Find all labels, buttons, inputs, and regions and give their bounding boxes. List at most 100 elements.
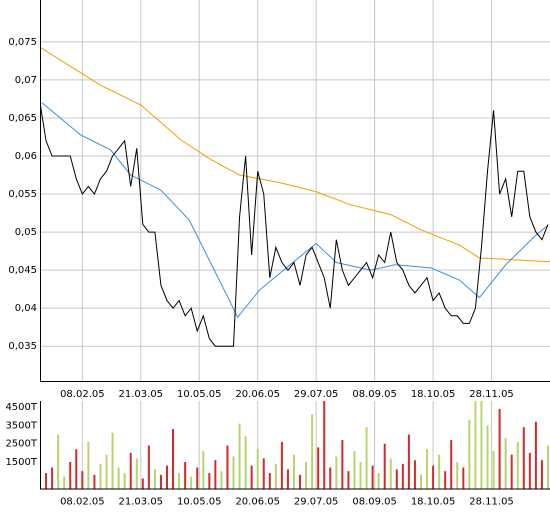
x-tick-label: 08.02.05 (60, 497, 105, 508)
volume-bar (444, 471, 447, 490)
volume-bar (220, 471, 223, 490)
x-tick-label: 20.06.05 (235, 389, 280, 400)
volume-bar (256, 449, 259, 490)
volume-bar (395, 469, 398, 490)
series-line (40, 46, 550, 263)
volume-bar (280, 441, 283, 490)
volume-bar (522, 427, 525, 490)
volume-bar (299, 474, 302, 490)
volume-bar (93, 474, 96, 490)
volume-bar (347, 471, 350, 490)
y-tick-label: 0,075 (8, 37, 37, 48)
y-tick-label: 0,05 (15, 227, 37, 238)
plot-area (40, 401, 549, 490)
x-tick-label: 18.10.05 (411, 497, 456, 508)
volume-bar (105, 454, 108, 490)
volume-bar (528, 452, 531, 490)
y-tick-label: 0,06 (15, 151, 37, 162)
volume-bar (341, 440, 344, 490)
volume-bar (238, 423, 241, 490)
volume-bar (292, 454, 295, 490)
volume-bar (401, 463, 404, 490)
volume-bar (516, 441, 519, 490)
x-tick-label: 08.09.05 (352, 497, 397, 508)
volume-bar (190, 476, 193, 490)
x-tick-label: 28.11.05 (469, 389, 514, 400)
volume-bar (353, 451, 356, 490)
volume-bar (504, 438, 507, 490)
volume-bar (111, 432, 114, 490)
x-tick-label: 21.03.05 (119, 389, 164, 400)
volume-bar (480, 401, 483, 490)
volume-bar (99, 463, 102, 490)
x-tick-label: 29.07.05 (294, 389, 339, 400)
volume-bar (178, 473, 181, 490)
volume-bar (359, 462, 362, 490)
x-tick-label: 20.06.05 (235, 497, 280, 508)
volume-bar (165, 465, 168, 490)
volume-bar (184, 462, 187, 490)
volume-bar (135, 458, 138, 490)
volume-bar (81, 471, 84, 490)
volume-bar (371, 465, 374, 490)
y-tick-label: 0,04 (15, 303, 37, 314)
volume-bar (129, 452, 132, 490)
y-tick-label: 3500T (5, 420, 37, 431)
volume-bar (45, 473, 48, 490)
volume-bar (546, 445, 549, 490)
volume-bar (244, 436, 247, 490)
volume-bar (268, 473, 271, 490)
volume-bar (232, 456, 235, 490)
volume-bar (57, 434, 60, 490)
volume-bar (262, 458, 265, 490)
volume-bar (51, 467, 54, 490)
volume-bar (486, 425, 489, 490)
volume-bar (286, 469, 289, 490)
x-tick-label: 08.02.05 (60, 389, 105, 400)
volume-bar (389, 458, 392, 490)
volume-bar (250, 465, 253, 490)
volume-bar (432, 465, 435, 490)
volume-bar (413, 460, 416, 490)
y-tick-label: 0,07 (15, 75, 37, 86)
volume-bar (474, 401, 477, 490)
volume-bar (117, 467, 120, 490)
volume-bar (335, 456, 338, 490)
y-tick-label: 0,045 (8, 265, 37, 276)
volume-bar (426, 449, 429, 490)
volume-bar (141, 478, 144, 490)
volume-bar (172, 429, 175, 490)
volume-bar (305, 462, 308, 490)
volume-bar (365, 427, 368, 490)
y-tick-label: 1500T (5, 457, 37, 468)
volume-bar (214, 460, 217, 490)
x-tick-label: 10.05.05 (177, 389, 222, 400)
volume-bar (153, 469, 156, 490)
volume-bar (87, 441, 90, 490)
y-tick-label: 0,055 (8, 189, 37, 200)
volume-bar (329, 467, 332, 490)
x-tick-label: 21.03.05 (119, 497, 164, 508)
volume-bar (317, 447, 320, 490)
y-tick-label: 4500T (5, 402, 37, 413)
volume-bar (196, 467, 199, 490)
volume-bar (498, 408, 501, 490)
y-tick-label: 0,065 (8, 113, 37, 124)
volume-bar (323, 401, 326, 490)
volume-bar (492, 451, 495, 490)
volume-bar (123, 473, 126, 490)
volume-bar (208, 473, 211, 490)
volume-bar (534, 421, 537, 490)
volume-bar (438, 454, 441, 490)
volume-bar (202, 451, 205, 490)
x-tick-label: 29.07.05 (294, 497, 339, 508)
plot-area (40, 46, 550, 347)
volume-bar (226, 445, 229, 490)
volume-bar (419, 474, 422, 490)
volume-bar (462, 467, 465, 490)
volume-bar (75, 449, 78, 490)
volume-bar (147, 445, 150, 490)
x-tick-label: 08.09.05 (352, 389, 397, 400)
volume-bar (540, 460, 543, 490)
